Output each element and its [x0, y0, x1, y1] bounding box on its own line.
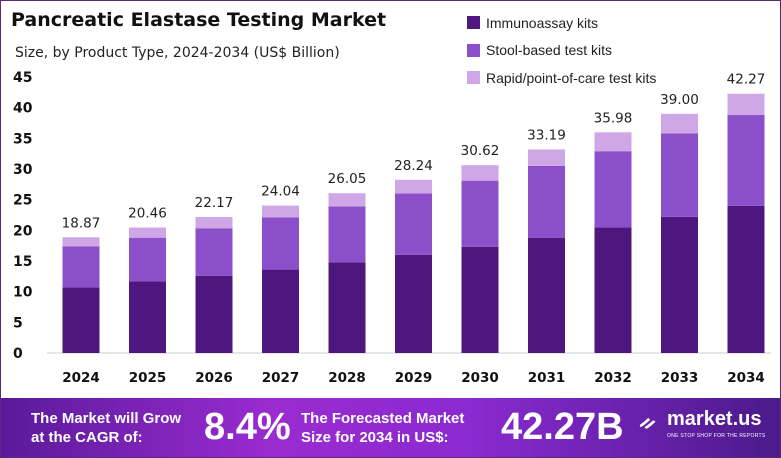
- y-tick-label: 10: [13, 285, 33, 301]
- bar-segment: [528, 149, 565, 166]
- bar-segment: [195, 217, 233, 229]
- x-tick-label: 2032: [594, 370, 632, 386]
- legend-label: Immunoassay kits: [486, 14, 599, 31]
- legend-item: Rapid/point-of-care test kits: [467, 64, 656, 92]
- y-tick-label: 20: [13, 223, 33, 239]
- bar-segment: [661, 133, 698, 217]
- cagr-label: The Market will Grow at the CAGR of:: [31, 410, 182, 446]
- x-tick-label: 2025: [129, 370, 167, 386]
- bar-segment: [727, 205, 765, 353]
- bar-segment: [262, 205, 299, 218]
- total-label: 18.87: [62, 215, 101, 231]
- x-tick-label: 2027: [262, 370, 300, 386]
- y-tick-label: 0: [13, 346, 23, 362]
- y-tick-label: 15: [13, 254, 32, 270]
- total-label: 20.46: [128, 206, 167, 222]
- y-tick-label: 5: [13, 315, 23, 331]
- legend-label: Rapid/point-of-care test kits: [486, 69, 657, 86]
- bar-segment: [594, 227, 632, 353]
- bar-segment: [195, 228, 233, 276]
- forecast-label: The Forecasted Market Size for 2034 in U…: [301, 410, 465, 446]
- legend-swatch: [467, 71, 480, 85]
- bar-segment: [661, 216, 698, 353]
- bar-segment: [262, 217, 299, 270]
- total-label: 33.19: [527, 127, 566, 143]
- bar-segment: [594, 151, 632, 228]
- forecast-value: 42.27B: [501, 406, 624, 448]
- bar-segment: [62, 287, 100, 353]
- bar-segment: [395, 193, 432, 255]
- legend-item: Immunoassay kits: [467, 9, 656, 37]
- total-label: 35.98: [594, 110, 633, 126]
- bar-segment: [195, 275, 233, 353]
- bar-segment: [528, 165, 565, 238]
- logo-icon: ᨀ: [639, 409, 658, 434]
- legend-item: Stool-based test kits: [467, 37, 656, 65]
- legend-swatch: [467, 43, 480, 57]
- total-label: 22.17: [195, 195, 234, 211]
- bar-segment: [129, 227, 166, 238]
- bar-segment: [129, 237, 166, 282]
- bar-segment: [328, 206, 366, 263]
- bar-segment: [395, 179, 432, 194]
- legend: Immunoassay kits Stool-based test kits Rap…: [467, 9, 656, 92]
- bar-segment: [395, 254, 432, 353]
- bar-segment: [528, 237, 565, 353]
- total-label: 42.27: [727, 72, 766, 88]
- y-tick-label: 35: [13, 131, 32, 147]
- x-tick-label: 2034: [727, 370, 765, 386]
- bar-segment: [727, 93, 765, 116]
- bar-chart: 05101520253035404518.87202420.46202522.1…: [13, 70, 771, 386]
- bar-segment: [262, 269, 299, 353]
- chart-title: Pancreatic Elastase Testing Market: [11, 9, 387, 31]
- y-tick-label: 45: [13, 70, 32, 86]
- bar-segment: [328, 193, 366, 207]
- x-tick-label: 2029: [395, 370, 433, 386]
- total-label: 26.05: [328, 171, 367, 187]
- logo-tagline: ONE STOP SHOP FOR THE REPORTS: [667, 433, 766, 439]
- x-tick-label: 2030: [461, 370, 499, 386]
- bar-segment: [461, 165, 499, 181]
- bar-segment: [328, 262, 366, 353]
- logo-text: market.us: [667, 408, 762, 430]
- x-tick-label: 2024: [62, 370, 100, 386]
- y-tick-label: 25: [13, 193, 32, 209]
- x-tick-label: 2031: [528, 370, 566, 386]
- cagr-value: 8.4%: [204, 406, 291, 448]
- bar-segment: [62, 237, 100, 247]
- y-tick-label: 40: [13, 101, 33, 117]
- total-label: 39.00: [660, 92, 699, 108]
- bar-segment: [129, 281, 166, 353]
- bar-segment: [594, 132, 632, 152]
- x-tick-label: 2026: [195, 370, 233, 386]
- total-label: 24.04: [261, 184, 300, 200]
- bar-segment: [62, 246, 100, 288]
- chart-subtitle: Size, by Product Type, 2024-2034 (US$ Bi…: [15, 45, 340, 61]
- bar-segment: [661, 113, 698, 134]
- x-tick-label: 2028: [328, 370, 366, 386]
- bar-segment: [461, 246, 499, 353]
- market-us-logo: ᨀ market.us ONE STOP SHOP FOR THE REPORT…: [639, 406, 774, 450]
- bar-segment: [461, 180, 499, 247]
- x-tick-label: 2033: [661, 370, 699, 386]
- legend-label: Stool-based test kits: [486, 42, 613, 59]
- total-label: 28.24: [394, 158, 433, 174]
- bar-segment: [727, 115, 765, 206]
- legend-swatch: [467, 16, 480, 30]
- total-label: 30.62: [461, 143, 500, 159]
- y-tick-label: 30: [13, 162, 33, 178]
- summary-banner: The Market will Grow at the CAGR of: 8.4…: [1, 398, 780, 457]
